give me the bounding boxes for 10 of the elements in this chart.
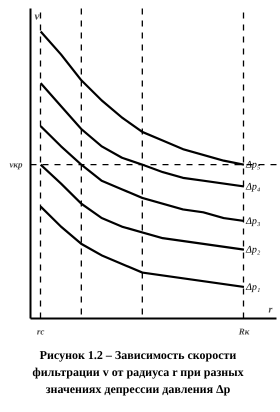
series-label: Δp₃ xyxy=(244,216,261,227)
x-tick-label: Rк xyxy=(238,326,250,336)
x-tick-label: rc xyxy=(36,326,44,336)
ref-line-label: vкр xyxy=(9,160,23,170)
series-label: Δp₄ xyxy=(244,181,261,192)
x-axis-title: r xyxy=(268,304,272,316)
series-label: Δp₁ xyxy=(244,282,260,293)
y-axis-title: v xyxy=(34,10,40,22)
series-label: Δp₂ xyxy=(244,244,261,256)
text: Рисунок 1.2 – Зависимость скорости фильтрации v от радиуса r при разных значениях депрессии давления Δp xyxy=(31,347,245,398)
